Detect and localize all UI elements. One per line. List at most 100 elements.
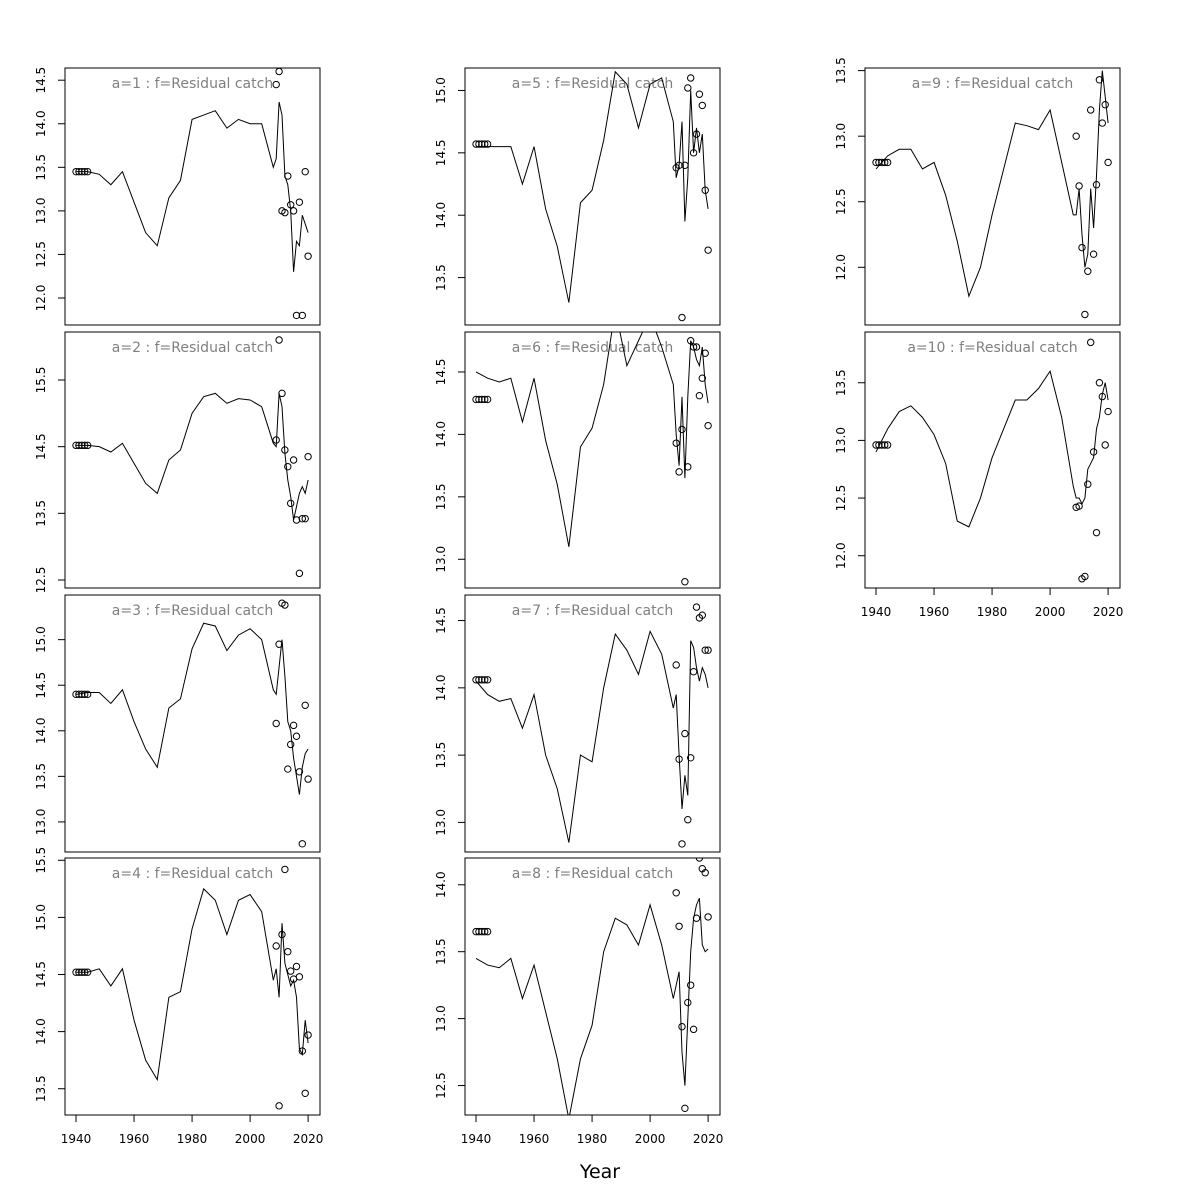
point — [686, 74, 695, 82]
point — [281, 601, 289, 609]
point — [1084, 267, 1092, 275]
point — [684, 463, 692, 471]
point — [872, 158, 880, 167]
point — [704, 421, 712, 430]
y-tick-label: 14.5 — [434, 139, 448, 166]
point — [681, 1104, 689, 1113]
plot-area — [72, 599, 312, 848]
y-tick-label: 13.5 — [434, 483, 448, 510]
panel: a=1 : f=Residual catch 12.0 12.5 13.0 13.5 14… — [34, 67, 321, 326]
point — [78, 690, 86, 699]
panel: a=3 : f=Residual catch 13.0 13.5 14.0 14.5 15… — [34, 594, 321, 853]
y-tick-label: 15.5 — [34, 367, 48, 394]
point — [272, 436, 280, 444]
x-tick-label: 1980 — [177, 1132, 208, 1146]
point — [701, 349, 709, 357]
point — [689, 1025, 698, 1034]
y-tick-label: 14.0 — [34, 110, 48, 137]
line — [875, 70, 1109, 298]
y-tick-label: 14.5 — [34, 672, 48, 699]
panel-title: a=8 : f=Residual catch — [512, 866, 673, 882]
point — [686, 337, 695, 345]
plot-area — [72, 68, 312, 320]
point — [483, 140, 492, 148]
point — [1101, 101, 1109, 109]
point — [675, 161, 683, 170]
line — [875, 369, 1109, 528]
point — [81, 441, 89, 450]
panel-title: a=4 : f=Residual catch — [112, 866, 273, 882]
y-tick-label: 12.5 — [834, 485, 848, 512]
y-tick-label: 14.0 — [434, 421, 448, 448]
panel-title: a=6 : f=Residual catch — [512, 340, 673, 356]
point — [1075, 182, 1083, 190]
y-tick-label: 14.5 — [34, 433, 48, 460]
point — [1092, 180, 1101, 189]
point — [284, 765, 292, 773]
y-tick-label: 14.0 — [434, 202, 448, 229]
x-tick-label: 2000 — [635, 1132, 666, 1146]
point — [478, 140, 486, 148]
x-tick-label: 1960 — [119, 1132, 150, 1146]
point — [692, 130, 701, 138]
point — [286, 740, 295, 749]
point — [1089, 448, 1098, 456]
point — [78, 167, 86, 176]
point — [472, 676, 480, 684]
y-tick-label: 15.0 — [434, 77, 448, 104]
y-tick-label: 13.0 — [434, 546, 448, 573]
panel-frame — [864, 331, 1121, 589]
point — [301, 514, 309, 523]
line — [76, 101, 309, 272]
point — [672, 661, 680, 669]
point — [272, 80, 280, 89]
point — [286, 499, 295, 508]
plot-area — [872, 338, 1112, 583]
point — [286, 201, 295, 209]
point — [292, 311, 301, 320]
point — [275, 640, 283, 648]
point — [478, 676, 486, 684]
point — [678, 1022, 686, 1031]
y-tick-label: 13.0 — [434, 1005, 448, 1032]
point — [272, 719, 280, 728]
point — [1072, 132, 1080, 140]
point — [295, 198, 304, 206]
point — [81, 167, 89, 176]
point — [1098, 119, 1107, 127]
x-tick-label: 2020 — [1093, 605, 1124, 619]
panel-title: a=2 : f=Residual catch — [112, 340, 273, 356]
y-tick-label: 12.0 — [834, 254, 848, 281]
point — [704, 913, 712, 921]
point — [675, 755, 683, 763]
point — [686, 754, 695, 762]
point — [284, 172, 292, 180]
point — [292, 962, 301, 971]
point — [295, 768, 304, 776]
point — [298, 840, 307, 848]
point — [872, 441, 880, 449]
panel-frame — [64, 67, 321, 326]
panel: a=7 : f=Residual catch 13.0 13.5 14.0 14.5 — [434, 594, 721, 853]
point — [483, 927, 492, 936]
point — [295, 973, 304, 981]
point — [275, 336, 283, 344]
point — [701, 869, 709, 877]
panel-frame — [64, 331, 321, 589]
point — [692, 603, 701, 611]
point — [298, 311, 307, 320]
point — [286, 967, 295, 975]
y-tick-label: 13.5 — [434, 742, 448, 769]
y-tick-label: 15.5 — [34, 847, 48, 874]
x-tick-label: 1940 — [861, 605, 892, 619]
panel-title: a=10 : f=Residual catch — [907, 340, 1077, 356]
point — [284, 462, 292, 471]
point — [289, 456, 298, 464]
panel-title: a=5 : f=Residual catch — [512, 76, 673, 92]
y-tick-label: 14.5 — [34, 67, 48, 94]
point — [304, 775, 312, 783]
y-tick-label: 14.0 — [434, 674, 448, 701]
y-tick-label: 14.5 — [434, 359, 448, 386]
point — [1098, 392, 1107, 401]
point — [704, 646, 712, 654]
